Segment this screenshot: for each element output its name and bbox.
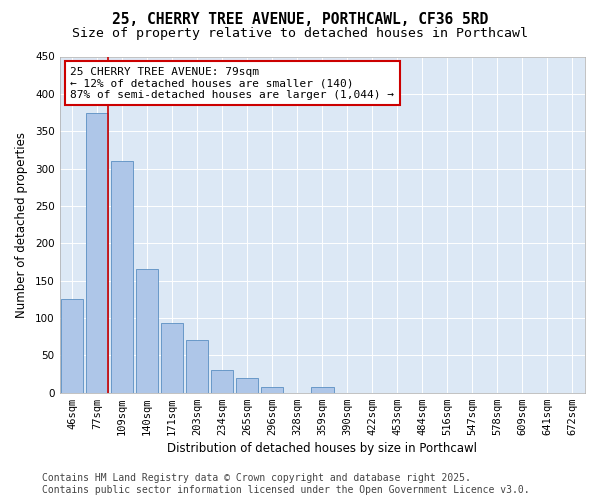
Text: Size of property relative to detached houses in Porthcawl: Size of property relative to detached ho… [72,28,528,40]
Bar [236,378,259,392]
Bar [136,270,158,392]
Bar [261,386,283,392]
Text: 25, CHERRY TREE AVENUE, PORTHCAWL, CF36 5RD: 25, CHERRY TREE AVENUE, PORTHCAWL, CF36 … [112,12,488,28]
Y-axis label: Number of detached properties: Number of detached properties [15,132,28,318]
Bar [161,323,184,392]
Bar [86,112,109,392]
X-axis label: Distribution of detached houses by size in Porthcawl: Distribution of detached houses by size … [167,442,477,455]
Bar [186,340,208,392]
Bar [211,370,233,392]
Bar [61,300,83,392]
Bar [311,386,334,392]
Text: 25 CHERRY TREE AVENUE: 79sqm
← 12% of detached houses are smaller (140)
87% of s: 25 CHERRY TREE AVENUE: 79sqm ← 12% of de… [70,66,394,100]
Text: Contains HM Land Registry data © Crown copyright and database right 2025.
Contai: Contains HM Land Registry data © Crown c… [42,474,530,495]
Bar [111,161,133,392]
